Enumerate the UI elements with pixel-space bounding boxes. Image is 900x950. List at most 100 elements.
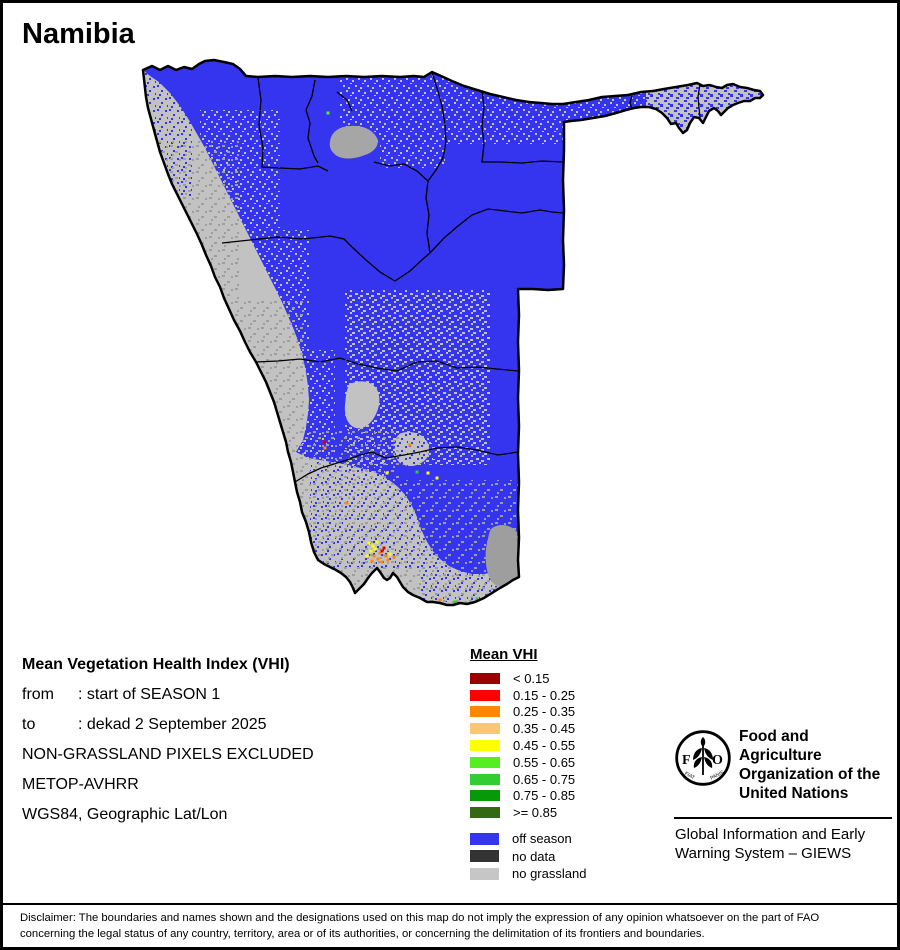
legend-label: 0.25 - 0.35 (513, 704, 576, 720)
legend-row: 0.45 - 0.55 (470, 737, 575, 754)
legend-swatch (470, 723, 500, 735)
vhi-dot (415, 470, 419, 474)
vhi-dot (378, 551, 382, 555)
vhi-dot (536, 350, 540, 354)
legend-heading: Mean VHI (470, 646, 538, 663)
speckle-overlay (340, 66, 585, 144)
vhi-dot (382, 546, 386, 550)
extra-class-list: off season no data no grassland (470, 830, 586, 883)
legend-swatch (470, 706, 500, 718)
legend-row: no data (470, 848, 586, 866)
region-boundaries (221, 71, 701, 483)
legend-label: 0.45 - 0.55 (513, 738, 576, 754)
vhi-class-list: < 0.15 0.15 - 0.25 0.25 - 0.35 0.35 - 0.45 0… (470, 670, 575, 821)
legend-label: >= 0.85 (513, 805, 558, 821)
legend-swatch (470, 867, 499, 880)
legend-row: < 0.15 (470, 670, 575, 687)
vhi-dot (367, 541, 371, 545)
vhi-dot (426, 471, 430, 475)
legend-swatch (470, 850, 499, 863)
legend-row: 0.25 - 0.35 (470, 704, 575, 721)
legend-row: off season (470, 830, 586, 848)
fao-name-line: United Nations (739, 785, 849, 802)
vhi-dot (365, 554, 369, 558)
vhi-dot (508, 584, 512, 588)
page-title: Namibia (22, 18, 135, 50)
vhi-dot (345, 501, 349, 505)
vhi-dot (475, 597, 479, 601)
legend-label: no grassland (512, 866, 587, 882)
legend-swatch (470, 689, 500, 701)
disclaimer-line: Disclaimer: The boundaries and names sho… (20, 912, 820, 924)
etosha-pan-patch (329, 125, 378, 159)
vhi-dot (438, 598, 442, 602)
vhi-dot (322, 440, 326, 444)
fao-logo-icon: F O FIAT PANIS (675, 730, 731, 786)
giews-name-line: Warning System – GIEWS (675, 845, 852, 862)
vhi-dot (373, 547, 377, 551)
info-row-value: NON-GRASSLAND PIXELS EXCLUDED (22, 746, 314, 763)
legend-row: 0.35 - 0.45 (470, 720, 575, 737)
info-heading: Mean Vegetation Health Index (VHI) (22, 656, 290, 673)
legend-label: 0.55 - 0.65 (513, 754, 576, 770)
fao-name-line: Food and Agriculture (739, 728, 822, 764)
legend-swatch (470, 790, 500, 802)
giews-name: Global Information and Early Warning Sys… (675, 825, 894, 863)
info-row-value: METOP-AVHRR (22, 776, 139, 793)
vhi-dot (323, 446, 327, 450)
vhi-dot (370, 559, 374, 563)
vhi-dot (533, 346, 537, 350)
speckle-overlay (260, 430, 400, 605)
legend-row: 0.75 - 0.85 (470, 788, 575, 805)
fao-logo-letter-o: O (712, 753, 723, 768)
info-row: NON-GRASSLAND PIXELS EXCLUDED (22, 740, 452, 770)
legend-label: 0.35 - 0.45 (513, 721, 576, 737)
legend-label: off season (512, 831, 572, 847)
info-row-label: to (22, 716, 36, 733)
info-row: from : start of SEASON 1 (22, 680, 452, 710)
legend-label: < 0.15 (513, 670, 550, 686)
legend-swatch (470, 832, 499, 845)
vhi-dot (386, 558, 390, 562)
legend-swatch (470, 740, 500, 752)
vhi-dot (392, 555, 396, 559)
speckle-overlay (380, 118, 445, 168)
disclaimer: Disclaimer: The boundaries and names sho… (0, 903, 900, 949)
fao-divider (674, 817, 892, 819)
legend-row: 0.55 - 0.65 (470, 754, 575, 771)
legend-label: no data (512, 848, 556, 864)
country-outline (141, 58, 765, 607)
vhi-dot (384, 554, 388, 558)
info-row-value: : start of SEASON 1 (78, 686, 221, 703)
vhi-dot (375, 540, 379, 544)
legend-row: 0.15 - 0.25 (470, 687, 575, 704)
legend-row: 0.65 - 0.75 (470, 771, 575, 788)
vhi-dot (408, 443, 412, 447)
vhi-dot (385, 471, 389, 475)
vhi-dot (435, 476, 439, 480)
vhi-dot (453, 600, 457, 604)
fao-name-line: Organization of the (739, 766, 881, 783)
legend-label: 0.15 - 0.25 (513, 687, 576, 703)
fao-block: F O FIAT PANIS Food and Agriculture Orga… (672, 727, 894, 863)
legend-swatch (470, 756, 500, 768)
vhi-dot (371, 544, 375, 548)
legend-row: >= 0.85 (470, 804, 575, 821)
legend-swatch (470, 807, 500, 819)
map-info-block: Mean Vegetation Health Index (VHI) from:… (22, 650, 452, 830)
speckle-overlay (150, 140, 240, 400)
vhi-dot (388, 552, 392, 556)
info-row-label: from (22, 686, 54, 703)
legend-label: 0.75 - 0.85 (513, 788, 576, 804)
fao-logo-motto-fiat: FIAT (683, 771, 695, 781)
legend-row: no grassland (470, 865, 586, 883)
vhi-dot (372, 554, 376, 558)
info-row: METOP-AVHRR (22, 770, 452, 800)
vhi-dot (326, 111, 330, 115)
vhi-dot (380, 549, 384, 553)
disclaimer-line: concerning the legal status of any count… (20, 927, 705, 940)
info-rows: from: start of SEASON 1 to: dekad 2 Septe… (22, 680, 452, 830)
southeast-dark-patch (485, 525, 519, 587)
info-row-value: WGS84, Geographic Lat/Lon (22, 806, 228, 823)
